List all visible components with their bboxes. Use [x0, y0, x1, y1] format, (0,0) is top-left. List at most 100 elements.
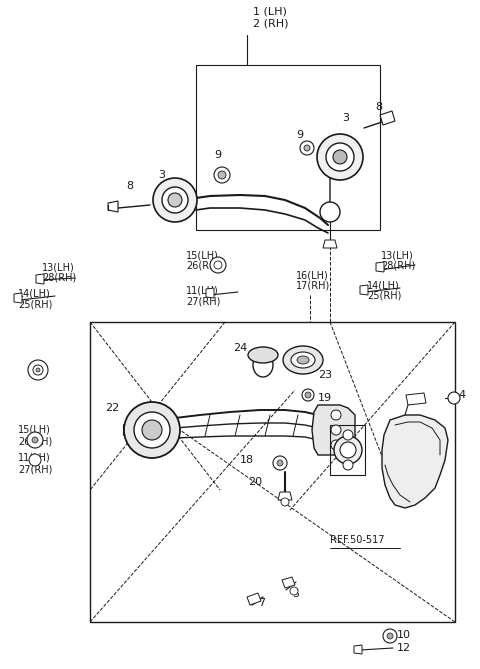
Text: 22: 22	[105, 403, 119, 413]
Text: 19: 19	[318, 393, 332, 403]
Ellipse shape	[253, 353, 273, 377]
Text: 7: 7	[258, 598, 265, 608]
Polygon shape	[206, 288, 214, 298]
Ellipse shape	[36, 368, 40, 372]
Ellipse shape	[305, 392, 311, 398]
Ellipse shape	[290, 587, 298, 595]
Ellipse shape	[297, 356, 309, 364]
Ellipse shape	[326, 143, 354, 171]
Text: 27(RH): 27(RH)	[18, 464, 52, 474]
Ellipse shape	[291, 352, 315, 368]
Polygon shape	[247, 593, 261, 605]
Polygon shape	[323, 240, 337, 248]
Text: 21: 21	[340, 425, 354, 435]
Ellipse shape	[283, 346, 323, 374]
Text: 27(RH): 27(RH)	[186, 296, 220, 306]
Text: 11(LH): 11(LH)	[186, 285, 219, 295]
Ellipse shape	[210, 257, 226, 273]
Text: 10: 10	[397, 630, 411, 640]
Text: 15(LH): 15(LH)	[18, 425, 51, 435]
Ellipse shape	[214, 261, 222, 269]
Text: 1 (LH): 1 (LH)	[253, 7, 287, 17]
Ellipse shape	[333, 150, 347, 164]
Polygon shape	[108, 201, 118, 212]
Polygon shape	[36, 274, 44, 284]
Text: 6: 6	[28, 363, 36, 373]
Ellipse shape	[153, 178, 197, 222]
Ellipse shape	[300, 141, 314, 155]
Bar	[196, 65, 380, 230]
Text: 14(LH): 14(LH)	[367, 280, 400, 290]
Text: 13(LH): 13(LH)	[381, 250, 414, 260]
Text: 9: 9	[215, 150, 222, 160]
Text: 15(LH): 15(LH)	[186, 250, 219, 260]
Ellipse shape	[320, 202, 340, 222]
Ellipse shape	[281, 498, 289, 506]
Text: 26(RH): 26(RH)	[18, 436, 52, 446]
Text: 3: 3	[158, 170, 166, 180]
Ellipse shape	[134, 412, 170, 448]
Ellipse shape	[142, 420, 162, 440]
Ellipse shape	[29, 454, 41, 466]
Ellipse shape	[277, 460, 283, 466]
Text: 23: 23	[318, 370, 332, 380]
Text: 26(RH): 26(RH)	[186, 261, 220, 271]
Text: 8: 8	[126, 181, 133, 191]
Text: 12: 12	[397, 643, 411, 653]
Bar	[330, 425, 365, 475]
Polygon shape	[382, 415, 448, 508]
Ellipse shape	[331, 425, 341, 435]
Ellipse shape	[331, 440, 341, 450]
Ellipse shape	[331, 410, 341, 420]
Ellipse shape	[302, 389, 314, 401]
Polygon shape	[380, 111, 395, 125]
Polygon shape	[278, 492, 292, 500]
Ellipse shape	[214, 167, 230, 183]
Text: 18: 18	[240, 455, 254, 465]
Ellipse shape	[343, 460, 353, 470]
Ellipse shape	[448, 392, 460, 404]
Ellipse shape	[33, 365, 43, 375]
Text: 11(LH): 11(LH)	[18, 453, 51, 463]
Text: 16(LH): 16(LH)	[296, 270, 329, 280]
Bar	[90, 322, 455, 622]
Text: 25(RH): 25(RH)	[367, 291, 401, 301]
Ellipse shape	[383, 629, 397, 643]
Text: 24: 24	[233, 343, 247, 353]
Text: 8: 8	[375, 102, 382, 112]
Text: 28(RH): 28(RH)	[381, 261, 415, 271]
Polygon shape	[406, 393, 426, 405]
Ellipse shape	[304, 145, 310, 151]
Text: 25(RH): 25(RH)	[18, 299, 52, 309]
Polygon shape	[360, 285, 368, 295]
Text: 3: 3	[342, 113, 349, 123]
Text: 9: 9	[297, 130, 303, 140]
Text: 13(LH): 13(LH)	[42, 262, 75, 272]
Ellipse shape	[334, 436, 362, 464]
Text: 4: 4	[458, 390, 465, 400]
Ellipse shape	[28, 360, 48, 380]
Polygon shape	[312, 405, 355, 455]
Polygon shape	[14, 293, 22, 303]
Ellipse shape	[273, 456, 287, 470]
Text: 28(RH): 28(RH)	[42, 273, 76, 283]
Ellipse shape	[340, 442, 356, 458]
Ellipse shape	[27, 432, 43, 448]
Ellipse shape	[32, 437, 38, 443]
Ellipse shape	[317, 134, 363, 180]
Text: 17(RH): 17(RH)	[296, 281, 330, 291]
Ellipse shape	[168, 193, 182, 207]
Ellipse shape	[387, 633, 393, 639]
Text: 5: 5	[292, 589, 300, 599]
Ellipse shape	[162, 187, 188, 213]
Ellipse shape	[218, 171, 226, 179]
Text: 20: 20	[248, 477, 262, 487]
Text: 2 (RH): 2 (RH)	[253, 19, 288, 29]
Ellipse shape	[343, 430, 353, 440]
Text: REF.50-517: REF.50-517	[330, 535, 384, 545]
Polygon shape	[282, 577, 295, 588]
Text: 14(LH): 14(LH)	[18, 288, 51, 298]
Ellipse shape	[124, 402, 180, 458]
Polygon shape	[376, 262, 384, 272]
Polygon shape	[354, 645, 362, 654]
